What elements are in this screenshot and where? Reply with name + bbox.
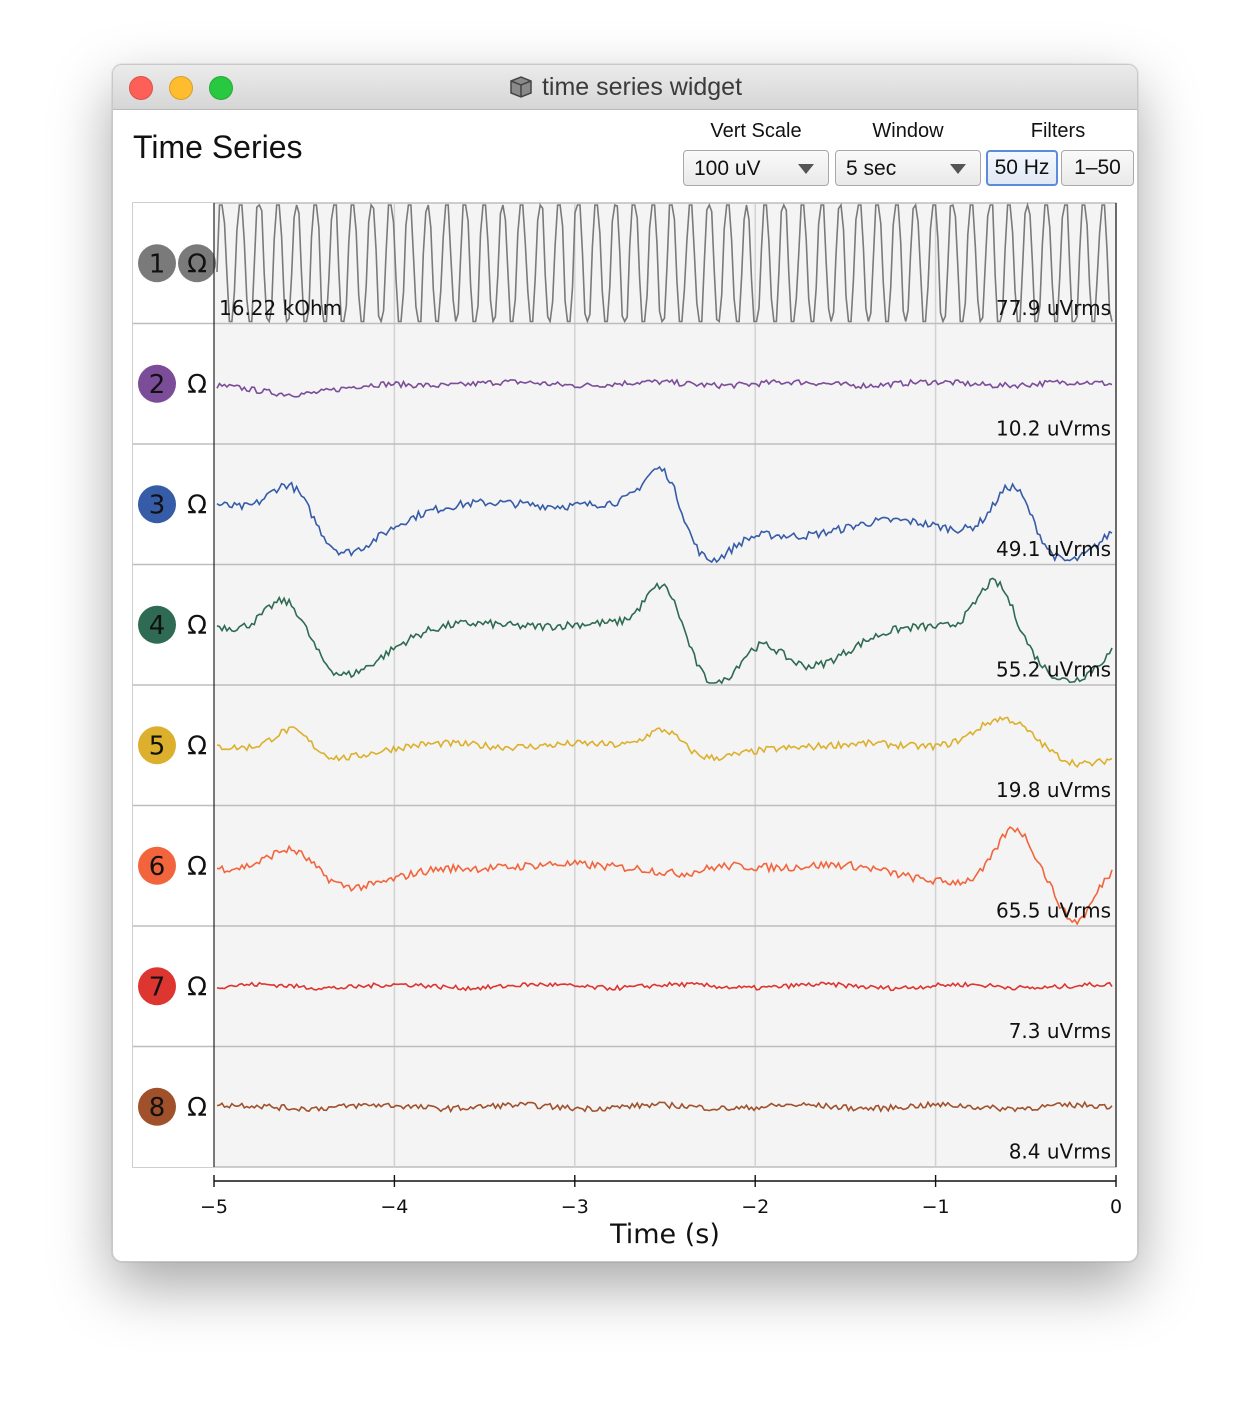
- time-series-window: time series widget Time Series Vert Scal…: [112, 64, 1138, 1262]
- rms-readout: 65.5 uVrms: [996, 899, 1111, 923]
- channel-5-toggle[interactable]: [138, 726, 176, 765]
- chevron-down-icon: [950, 164, 966, 174]
- x-axis-label: Time (s): [609, 1219, 720, 1250]
- close-button[interactable]: [129, 76, 153, 100]
- filter-1-50-button[interactable]: 1–50: [1061, 150, 1134, 186]
- channel-6-toggle[interactable]: [138, 846, 176, 885]
- chevron-down-icon: [798, 164, 814, 174]
- channel-8-trace: [216, 1100, 1113, 1114]
- rms-readout: 55.2 uVrms: [996, 658, 1111, 682]
- rms-readout: 8.4 uVrms: [1009, 1140, 1111, 1164]
- channel-number: 2: [149, 370, 166, 400]
- channel-number: 4: [149, 611, 166, 641]
- x-tick-label: −1: [922, 1196, 950, 1218]
- rms-readout: 10.2 uVrms: [996, 417, 1111, 441]
- omega-icon[interactable]: Ω: [187, 972, 207, 1002]
- channel-1-toggle[interactable]: [138, 244, 176, 283]
- window-title: time series widget: [541, 73, 743, 101]
- omega-icon[interactable]: Ω: [187, 852, 207, 882]
- channel-number: 5: [149, 731, 166, 761]
- rms-readout: 49.1 uVrms: [996, 537, 1111, 561]
- filter-50hz-button[interactable]: 50 Hz: [986, 150, 1058, 186]
- zoom-button[interactable]: [209, 76, 233, 100]
- window-label: Window: [872, 120, 944, 142]
- window-value: 5 sec: [846, 157, 897, 180]
- rms-readout: 19.8 uVrms: [996, 778, 1111, 802]
- channel-number: 1: [149, 249, 166, 279]
- channel-2-trace: [216, 378, 1113, 398]
- x-tick-label: −2: [741, 1196, 769, 1218]
- vert-scale-value: 100 uV: [694, 157, 761, 180]
- channel-number: 7: [149, 972, 166, 1002]
- channel-4-trace: [216, 577, 1113, 685]
- omega-icon[interactable]: Ω: [187, 490, 207, 520]
- x-tick-label: −4: [380, 1196, 408, 1218]
- window-dropdown[interactable]: 5 sec: [835, 150, 981, 186]
- omega-icon[interactable]: Ω: [187, 370, 207, 400]
- channel-7-trace: [216, 981, 1113, 992]
- channel-number: 3: [149, 490, 166, 520]
- filters-label: Filters: [1030, 120, 1086, 142]
- channel-8-toggle[interactable]: [138, 1087, 176, 1126]
- x-tick-label: −3: [561, 1196, 589, 1218]
- channel-number: 6: [149, 852, 166, 882]
- channel-4-toggle[interactable]: [138, 605, 176, 644]
- impedance-check-active: [178, 244, 216, 283]
- vert-scale-dropdown[interactable]: 100 uV: [683, 150, 829, 186]
- title-bar[interactable]: time series widget: [113, 65, 1137, 110]
- x-tick-label: −5: [200, 1196, 228, 1218]
- channel-3-trace: [216, 465, 1113, 564]
- channel-3-toggle[interactable]: [138, 485, 176, 524]
- minimize-button[interactable]: [169, 76, 193, 100]
- omega-icon[interactable]: Ω: [187, 731, 207, 761]
- rms-readout: 7.3 uVrms: [1009, 1019, 1111, 1043]
- channel-2-toggle[interactable]: [138, 364, 176, 403]
- x-axis: −5 −4 −3 −2 −1 0 Time (s): [200, 1175, 1122, 1250]
- channel-6-trace: [216, 826, 1113, 926]
- window-title-area: time series widget: [113, 73, 1137, 102]
- channel-number: 8: [149, 1093, 166, 1123]
- omega-icon[interactable]: Ω: [187, 249, 207, 279]
- vert-scale-label: Vert Scale: [710, 120, 802, 142]
- x-tick-label: 0: [1110, 1196, 1122, 1218]
- impedance-readout: 16.22 kOhm: [219, 296, 342, 320]
- widget-title: Time Series: [133, 129, 303, 165]
- rms-readout: 77.9 uVrms: [996, 296, 1111, 320]
- omega-icon[interactable]: Ω: [187, 1093, 207, 1123]
- omega-icon[interactable]: Ω: [187, 611, 207, 641]
- app-icon: [510, 76, 532, 98]
- channel-1-trace: [216, 201, 1113, 325]
- channel-5-trace: [216, 715, 1113, 769]
- channel-7-toggle[interactable]: [138, 967, 176, 1006]
